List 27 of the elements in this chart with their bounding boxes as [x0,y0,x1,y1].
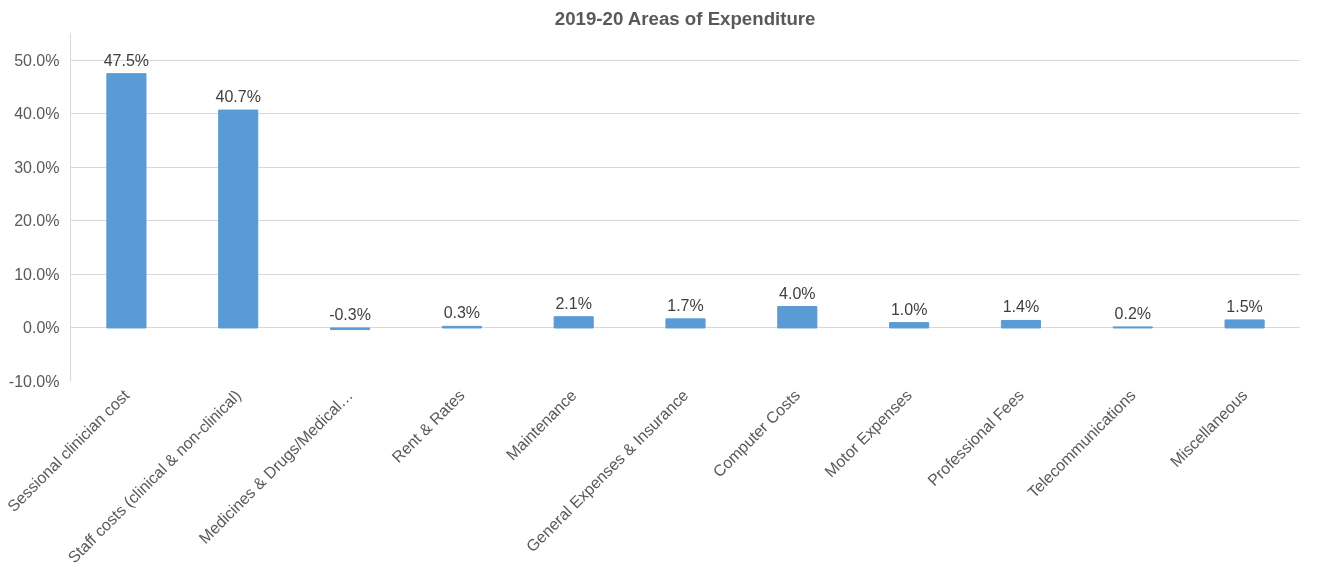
bar [106,73,147,329]
y-tick-label: -10.0% [8,373,60,390]
data-label: 0.3% [443,304,481,322]
bar [1224,319,1265,329]
y-tick-label: 0.0% [23,319,60,337]
y-tick-label: 30.0% [14,158,60,176]
bar [1000,319,1042,329]
y-tick-label: 40.0% [14,105,60,123]
y-tick-label: 50.0% [14,51,60,69]
y-tick-label: 10.0% [14,265,60,283]
data-label: 40.7% [215,88,261,106]
data-label: 1.5% [1226,297,1263,315]
y-tick-label: 20.0% [14,212,60,230]
data-label: 47.5% [103,51,150,69]
bar [665,318,706,329]
data-label: 2.1% [555,294,592,312]
bar [889,322,930,329]
data-label: -0.3% [329,305,371,323]
data-label: 1.4% [1002,298,1040,316]
data-label: 1.0% [890,300,928,318]
data-label: 4.0% [779,284,816,302]
bar [777,306,818,329]
bar [553,316,594,329]
bar [218,109,259,329]
data-label: 1.7% [667,296,704,314]
chart-title: 2019-20 Areas of Expenditure [554,7,816,29]
data-label: 0.2% [1114,304,1152,322]
